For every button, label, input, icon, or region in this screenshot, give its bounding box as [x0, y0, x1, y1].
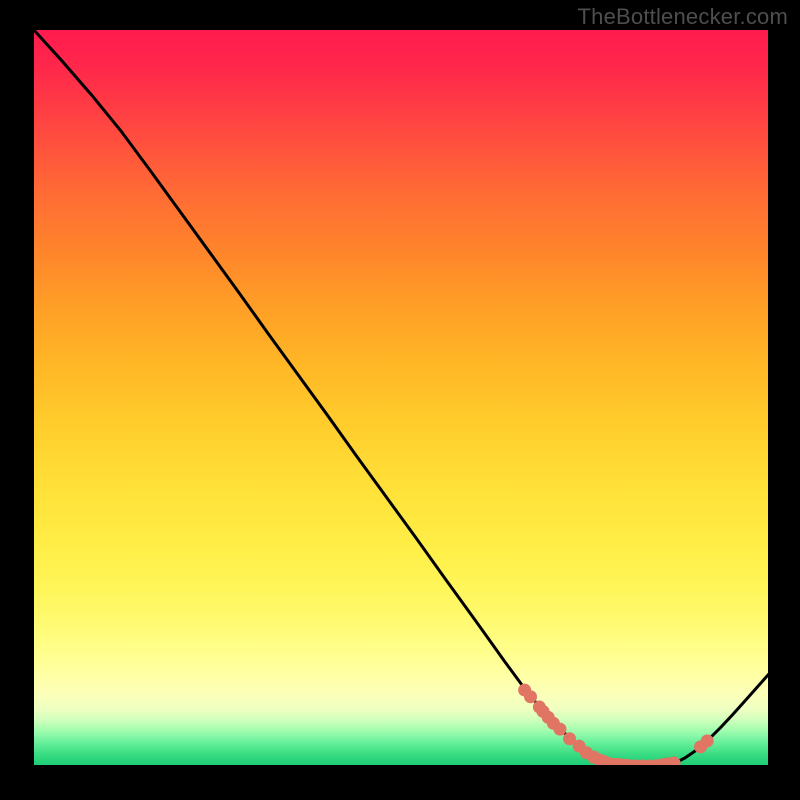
bottleneck-chart: TheBottlenecker.com [0, 0, 800, 800]
plot-svg [0, 0, 800, 800]
data-dot [524, 690, 537, 703]
watermark-text: TheBottlenecker.com [578, 4, 788, 30]
data-dot [701, 734, 714, 747]
data-dot [553, 723, 566, 736]
plot-background-gradient [33, 29, 769, 766]
